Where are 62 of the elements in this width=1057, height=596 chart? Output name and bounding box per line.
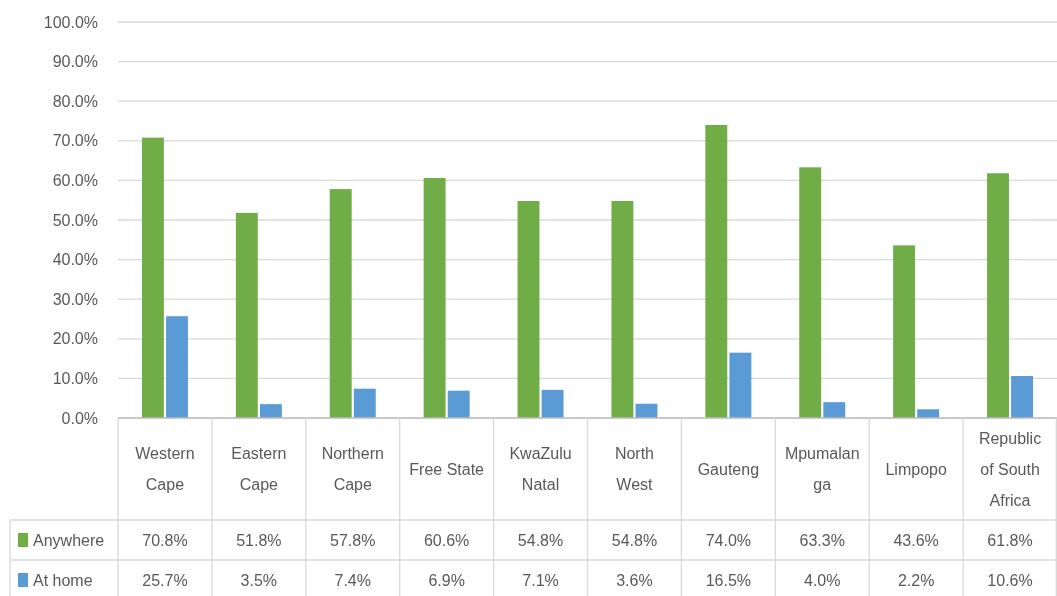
bar bbox=[329, 189, 352, 418]
y-tick-label: 20.0% bbox=[52, 330, 98, 348]
x-tick-label: North West bbox=[614, 445, 655, 494]
bar bbox=[517, 200, 540, 418]
bar bbox=[799, 167, 822, 418]
y-tick-label: 70.0% bbox=[52, 132, 98, 150]
y-tick-label: 60.0% bbox=[52, 172, 98, 189]
x-tick-label: Free State bbox=[409, 460, 485, 478]
data-label: 10.6% bbox=[987, 571, 1033, 589]
bar bbox=[541, 389, 564, 418]
data-label: 25.7% bbox=[142, 571, 188, 589]
x-tick-label: Northern Cape bbox=[321, 445, 384, 494]
x-tick-label: Gauteng bbox=[697, 460, 760, 478]
bar bbox=[353, 388, 376, 418]
y-tick-label: 30.0% bbox=[52, 290, 98, 308]
data-label: 43.6% bbox=[893, 531, 939, 549]
bar bbox=[729, 352, 752, 418]
data-label: 7.1% bbox=[522, 571, 559, 589]
data-label: 4.0% bbox=[804, 571, 841, 589]
y-tick-label: 90.0% bbox=[52, 53, 98, 71]
legend-label: Anywhere bbox=[33, 531, 105, 549]
bar bbox=[917, 409, 940, 418]
bar bbox=[611, 200, 634, 418]
x-tick-label: Western Cape bbox=[135, 445, 195, 494]
data-label: 57.8% bbox=[330, 531, 376, 549]
data-label: 63.3% bbox=[799, 531, 845, 549]
x-tick-label: Republic of South Africa bbox=[978, 429, 1042, 509]
legend-label: At home bbox=[33, 571, 93, 589]
data-label: 70.8% bbox=[142, 531, 188, 549]
data-label: 54.8% bbox=[517, 531, 564, 549]
y-tick-label: 0.0% bbox=[61, 409, 98, 427]
data-label: 3.5% bbox=[240, 571, 278, 589]
bar bbox=[447, 390, 470, 418]
data-label: 54.8% bbox=[611, 531, 658, 549]
x-tick-label: Eastern Cape bbox=[231, 445, 287, 494]
bar bbox=[987, 173, 1009, 418]
data-label: 51.8% bbox=[236, 531, 282, 549]
data-label: 3.6% bbox=[616, 571, 653, 589]
y-tick-label: 80.0% bbox=[52, 92, 98, 110]
y-tick-label: 100.0% bbox=[43, 13, 98, 31]
bar bbox=[705, 124, 728, 418]
x-tick-label: Mpumalanga bbox=[784, 445, 860, 494]
bar bbox=[166, 316, 188, 418]
bar bbox=[259, 404, 282, 418]
x-tick-label: Limpopo bbox=[885, 460, 947, 478]
data-label: 2.2% bbox=[897, 571, 935, 589]
bar bbox=[823, 402, 846, 418]
data-label: 74.0% bbox=[705, 531, 752, 549]
bar bbox=[235, 212, 258, 418]
bar bbox=[141, 137, 164, 418]
y-tick-label: 50.0% bbox=[52, 211, 98, 229]
data-label: 60.6% bbox=[423, 531, 470, 549]
bar bbox=[423, 178, 446, 418]
x-tick-label: KwaZulu Natal bbox=[509, 445, 572, 494]
y-tick-label: 10.0% bbox=[52, 370, 98, 387]
y-tick-label: 40.0% bbox=[52, 251, 98, 269]
bar bbox=[1011, 376, 1034, 418]
data-label: 61.8% bbox=[987, 531, 1033, 549]
bar bbox=[893, 245, 916, 418]
data-label: 6.9% bbox=[428, 571, 465, 589]
data-label: 7.4% bbox=[334, 571, 371, 589]
data-label: 16.5% bbox=[705, 571, 752, 589]
